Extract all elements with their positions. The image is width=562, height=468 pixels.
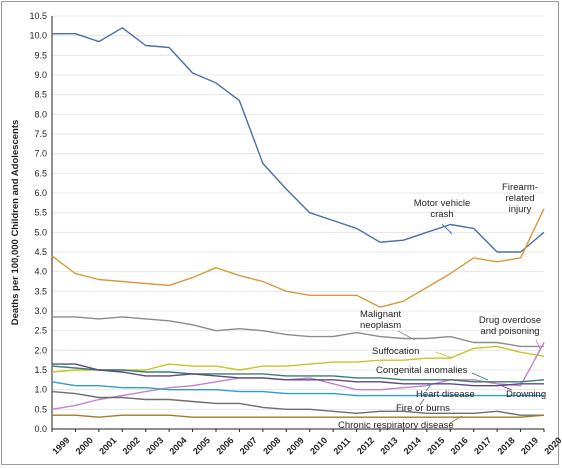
y-tick-label: 1.5 (34, 365, 47, 375)
y-axis-label: Deaths per 100,000 Children and Adolesce… (10, 120, 21, 326)
y-tick-label: 2.5 (34, 326, 47, 336)
series-line-heart-disease (51, 381, 544, 397)
annotation-line: Drowning (506, 389, 546, 400)
y-tick-label: 9.5 (34, 50, 47, 60)
y-tick-label: 4.5 (34, 247, 47, 257)
annotation-leaders (397, 223, 541, 424)
series-line-firearm-related-injury (51, 208, 545, 308)
y-tick-label: 8.5 (34, 90, 47, 100)
annotation-line: injury (509, 204, 532, 215)
leader-fire-or-burns (419, 398, 425, 406)
y-tick-label: 3.0 (34, 306, 47, 316)
annotation-heart-disease: Heart disease (416, 389, 475, 400)
series-line-drowning (52, 363, 544, 387)
series-line-fire-or-burns (51, 390, 544, 416)
x-tick-label: 2008 (261, 435, 282, 456)
annotation-line: Malignant (360, 309, 402, 320)
annotation-line: Firearm- (502, 182, 538, 193)
leader-malignant-neoplasm (397, 330, 416, 341)
y-tick-label: 10.5 (29, 11, 47, 21)
y-tick-label: 0.5 (34, 404, 47, 414)
series-line-drug-overdose-and-poisoning (51, 342, 545, 410)
annotation-line: and poisoning (480, 326, 539, 337)
y-tick-label: 9.0 (34, 70, 47, 80)
y-tick-label: 7.5 (34, 129, 47, 139)
series-line-congenital-anomalies (51, 365, 545, 383)
y-tick-label: 4.0 (34, 267, 47, 277)
series-annotations: Motor vehicle crash Firearm-related injury M… (338, 182, 546, 431)
y-tick-label: 5.5 (34, 208, 47, 218)
x-tick-label: 2019 (519, 435, 540, 456)
leader-congenital-anomalies (471, 372, 489, 381)
y-tick-label: 2.0 (34, 345, 47, 355)
x-tick-label: 2010 (308, 435, 329, 456)
annotation-line: related (505, 193, 534, 204)
leader-heart-disease (425, 382, 433, 392)
y-tick-label: 7.0 (34, 149, 47, 159)
x-tick-label: 2006 (214, 435, 235, 456)
annotation-firearm-related-injury: Firearm-related injury (502, 182, 538, 215)
x-tick-label: 2012 (355, 435, 376, 456)
leader-drug-overdose-and-poisoning (535, 339, 541, 350)
y-tick-label: 0.0 (34, 424, 47, 434)
annotation-line: Motor vehicle (414, 198, 471, 209)
y-tick-label: 6.5 (34, 168, 47, 178)
y-tick-label: 6.0 (34, 188, 47, 198)
x-tick-label: 2020 (542, 435, 562, 456)
x-tick-label: 2002 (121, 435, 142, 456)
x-tick-label: 2005 (191, 435, 212, 456)
gridlines (52, 15, 544, 430)
annotation-line: Congenital anomalies (376, 365, 468, 376)
annotation-line: Fire or burns (396, 403, 450, 414)
x-tick-label: 2004 (167, 435, 188, 456)
annotation-drowning: Drowning (506, 389, 546, 400)
x-tick-label: 2013 (378, 435, 399, 456)
annotation-suffocation: Suffocation (372, 346, 419, 357)
leader-motor-vehicle-crash (441, 223, 453, 235)
x-tick-label: 1999 (50, 435, 71, 456)
annotation-fire-or-burns: Fire or burns (396, 403, 450, 414)
annotation-line: Drug overdose (479, 315, 541, 326)
x-tick-label: 2011 (331, 436, 352, 457)
y-tick-labels: 0.0 0.5 1.0 1.5 2.0 2.5 3.0 3.5 4.0 4.5 5.0 5.5 6.0 6… (29, 11, 47, 434)
annotation-motor-vehicle-crash: Motor vehicle crash (414, 198, 471, 220)
x-tick-label: 2000 (74, 435, 95, 456)
x-tick-label: 2017 (472, 435, 493, 456)
x-tick-label: 2014 (402, 435, 423, 456)
x-tick-label: 2015 (425, 435, 446, 456)
leader-suffocation (435, 351, 453, 359)
x-tick-label: 2009 (285, 435, 306, 456)
leader-drowning (501, 385, 513, 391)
annotation-congenital-anomalies: Congenital anomalies (376, 365, 468, 376)
leader-chronic-respiratory-disease (449, 415, 463, 424)
annotation-line: crash (430, 209, 453, 220)
y-tick-label: 1.0 (34, 385, 47, 395)
series-line-motor-vehicle-crash (52, 27, 545, 253)
annotation-drug-overdose-and-poisoning: Drug overdose and poisoning (479, 315, 541, 337)
annotation-line: Heart disease (416, 389, 475, 400)
series-line-malignant-neoplasm (52, 316, 544, 348)
series-lines (51, 27, 545, 418)
x-tick-label: 2001 (97, 435, 118, 456)
y-tick-label: 5.0 (34, 227, 47, 237)
x-tick-label: 2016 (449, 435, 470, 456)
series-line-suffocation (51, 345, 545, 373)
x-tick-label: 2003 (144, 435, 165, 456)
x-tick-label: 2018 (495, 435, 516, 456)
y-tick-label: 8.0 (34, 109, 47, 119)
series-line-chronic-respiratory-disease (52, 414, 545, 418)
axes (51, 16, 545, 432)
annotation-line: Chronic respiratory disease (338, 420, 454, 431)
x-tick-labels: 1999 2000 2001 2002 2003 2004 2005 2006 2007 2008… (50, 435, 562, 456)
x-tick-label: 2007 (238, 435, 259, 456)
annotation-malignant-neoplasm: Malignant neoplasm (360, 309, 402, 331)
annotation-chronic-respiratory-disease: Chronic respiratory disease (338, 420, 454, 431)
annotation-line: neoplasm (360, 320, 401, 331)
annotation-line: Suffocation (372, 346, 419, 357)
y-tick-label: 10.0 (29, 31, 47, 41)
y-tick-label: 3.5 (34, 286, 47, 296)
